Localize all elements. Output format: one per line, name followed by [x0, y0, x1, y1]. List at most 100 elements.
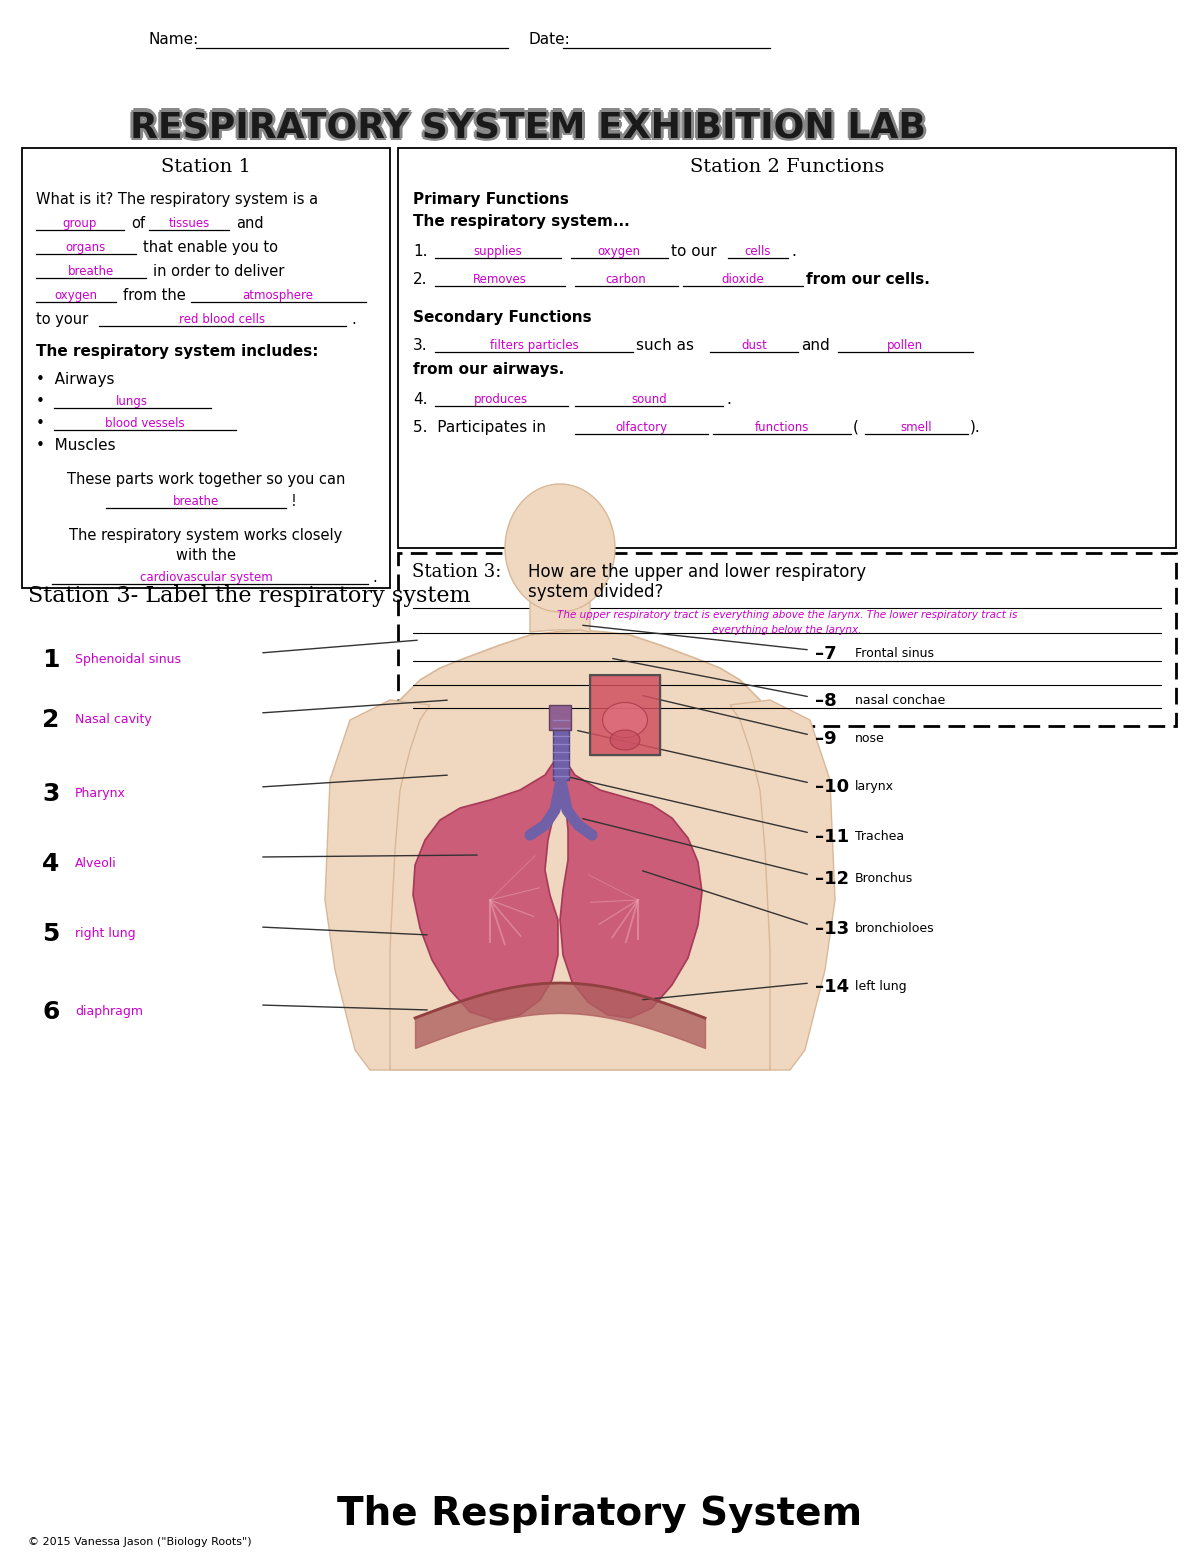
Bar — [553, 714, 569, 780]
Text: (: ( — [853, 419, 859, 435]
Text: to our: to our — [671, 244, 716, 259]
Bar — [590, 676, 660, 755]
Text: Primary Functions: Primary Functions — [413, 193, 569, 207]
Text: –8: –8 — [815, 693, 836, 710]
Polygon shape — [730, 700, 835, 1070]
Text: cells: cells — [745, 245, 772, 258]
Text: RESPIRATORY SYSTEM EXHIBITION LAB: RESPIRATORY SYSTEM EXHIBITION LAB — [132, 112, 928, 146]
Text: 1: 1 — [42, 648, 60, 672]
Text: .: . — [791, 244, 796, 259]
Text: Frontal sinus: Frontal sinus — [854, 648, 934, 660]
Text: oxygen: oxygen — [598, 245, 641, 258]
Text: RESPIRATORY SYSTEM EXHIBITION LAB: RESPIRATORY SYSTEM EXHIBITION LAB — [130, 110, 926, 144]
Text: everything below the larynx.: everything below the larynx. — [713, 624, 862, 635]
Text: such as: such as — [636, 339, 694, 353]
Text: lungs: lungs — [116, 394, 148, 408]
Text: 4: 4 — [42, 853, 59, 876]
Text: What is it? The respiratory system is a: What is it? The respiratory system is a — [36, 193, 318, 207]
Text: supplies: supplies — [474, 245, 522, 258]
Text: 5: 5 — [42, 922, 59, 946]
Text: 2.: 2. — [413, 272, 427, 287]
Text: oxygen: oxygen — [54, 289, 97, 301]
Text: 3.: 3. — [413, 339, 427, 353]
Text: RESPIRATORY SYSTEM EXHIBITION LAB: RESPIRATORY SYSTEM EXHIBITION LAB — [133, 110, 929, 144]
Text: pollen: pollen — [887, 339, 923, 353]
Text: RESPIRATORY SYSTEM EXHIBITION LAB: RESPIRATORY SYSTEM EXHIBITION LAB — [128, 112, 924, 146]
Text: ).: ). — [970, 419, 980, 435]
Text: –10: –10 — [815, 778, 850, 797]
Text: red blood cells: red blood cells — [179, 314, 265, 326]
Text: RESPIRATORY SYSTEM EXHIBITION LAB: RESPIRATORY SYSTEM EXHIBITION LAB — [132, 109, 928, 141]
Text: .: . — [352, 312, 355, 328]
Ellipse shape — [610, 730, 640, 750]
Polygon shape — [530, 578, 590, 632]
Text: The respiratory system works closely: The respiratory system works closely — [70, 528, 343, 544]
Text: The upper respiratory tract is everything above the larynx. The lower respirator: The upper respiratory tract is everythin… — [557, 610, 1018, 620]
Bar — [590, 676, 660, 755]
Text: Sphenoidal sinus: Sphenoidal sinus — [74, 652, 181, 666]
FancyBboxPatch shape — [22, 148, 390, 589]
Text: dioxide: dioxide — [721, 273, 764, 286]
Text: left lung: left lung — [854, 980, 907, 992]
Polygon shape — [560, 759, 702, 1019]
Text: filters particles: filters particles — [490, 339, 578, 353]
Text: •: • — [36, 394, 44, 408]
Text: produces: produces — [474, 393, 528, 405]
Ellipse shape — [602, 702, 648, 738]
FancyBboxPatch shape — [398, 553, 1176, 725]
Polygon shape — [413, 759, 558, 1020]
Text: blood vessels: blood vessels — [106, 418, 185, 430]
Text: that enable you to: that enable you to — [143, 241, 278, 255]
Text: group: group — [62, 217, 97, 230]
Text: tissues: tissues — [168, 217, 210, 230]
Text: •  Muscles: • Muscles — [36, 438, 115, 453]
Text: atmosphere: atmosphere — [242, 289, 313, 301]
Text: The respiratory system...: The respiratory system... — [413, 214, 630, 228]
Text: breathe: breathe — [173, 495, 220, 508]
Text: .: . — [372, 570, 377, 585]
Text: Station 3- Label the respiratory system: Station 3- Label the respiratory system — [28, 585, 470, 607]
Text: Pharynx: Pharynx — [74, 787, 126, 800]
Text: 4.: 4. — [413, 391, 427, 407]
Text: –14: –14 — [815, 978, 850, 995]
Text: smell: smell — [900, 421, 932, 433]
Text: RESPIRATORY SYSTEM EXHIBITION LAB: RESPIRATORY SYSTEM EXHIBITION LAB — [130, 107, 926, 141]
Text: system divided?: system divided? — [528, 582, 664, 601]
Text: !: ! — [292, 494, 296, 509]
Text: bronchioloes: bronchioloes — [854, 922, 935, 935]
Text: to your: to your — [36, 312, 89, 328]
Text: and: and — [236, 216, 264, 231]
Text: Bronchus: Bronchus — [854, 871, 913, 885]
Text: Date:: Date: — [528, 33, 570, 47]
Text: .: . — [726, 391, 731, 407]
Text: Alveoli: Alveoli — [74, 857, 116, 870]
Text: organs: organs — [66, 241, 106, 255]
Text: Station 1: Station 1 — [161, 158, 251, 175]
Bar — [550, 705, 571, 730]
Text: Name:: Name: — [148, 33, 198, 47]
Text: Nasal cavity: Nasal cavity — [74, 713, 151, 725]
Text: olfactory: olfactory — [614, 421, 667, 433]
Text: diaphragm: diaphragm — [74, 1005, 143, 1019]
Text: RESPIRATORY SYSTEM EXHIBITION LAB: RESPIRATORY SYSTEM EXHIBITION LAB — [128, 109, 924, 141]
Text: –12: –12 — [815, 870, 850, 888]
Text: Station 3:: Station 3: — [412, 564, 502, 581]
Text: and: and — [802, 339, 829, 353]
Text: dust: dust — [742, 339, 767, 353]
Text: 3: 3 — [42, 783, 59, 806]
Text: cardiovascular system: cardiovascular system — [139, 572, 272, 584]
Text: –11: –11 — [815, 828, 850, 846]
Text: RESPIRATORY SYSTEM EXHIBITION LAB: RESPIRATORY SYSTEM EXHIBITION LAB — [127, 110, 923, 144]
Text: –13: –13 — [815, 919, 850, 938]
Text: –9: –9 — [815, 730, 836, 749]
Text: nose: nose — [854, 731, 884, 745]
Text: © 2015 Vanessa Jason ("Biology Roots"): © 2015 Vanessa Jason ("Biology Roots") — [28, 1537, 252, 1547]
Text: of: of — [131, 216, 145, 231]
Text: Removes: Removes — [473, 273, 527, 286]
Text: breathe: breathe — [68, 266, 114, 278]
Text: The respiratory system includes:: The respiratory system includes: — [36, 345, 318, 359]
Polygon shape — [360, 631, 800, 1070]
FancyBboxPatch shape — [398, 148, 1176, 548]
Ellipse shape — [505, 485, 616, 612]
Text: larynx: larynx — [854, 780, 894, 794]
